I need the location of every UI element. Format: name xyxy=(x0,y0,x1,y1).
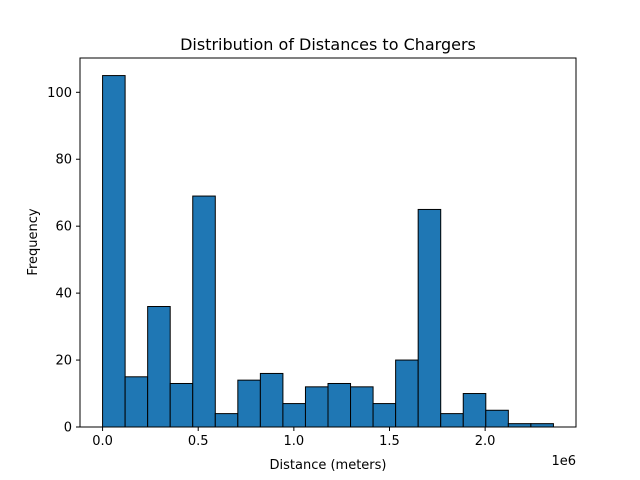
x-axis-offset-label: 1e6 xyxy=(551,454,576,469)
y-axis-label: Frequency xyxy=(26,208,41,275)
plot-area: 0.0 0.5 1.0 1.5 2.0 0 20 40 60 80 100 xyxy=(47,57,577,449)
y-tick-label: 20 xyxy=(55,354,72,369)
y-tick-label: 100 xyxy=(47,86,72,101)
histogram-bar xyxy=(350,386,374,428)
histogram-bar xyxy=(372,403,397,428)
histogram-bar xyxy=(147,306,171,428)
histogram-bar xyxy=(102,75,126,428)
histogram-bar xyxy=(259,372,284,428)
histogram-bar xyxy=(124,376,149,428)
histogram-bar xyxy=(237,379,261,428)
histogram-bar xyxy=(214,413,239,428)
chart-title: Distribution of Distances to Chargers xyxy=(180,35,476,54)
x-axis-ticks: 0.0 0.5 1.0 1.5 2.0 xyxy=(92,427,495,449)
x-tick-label: 1.5 xyxy=(379,434,400,449)
y-tick-label: 60 xyxy=(55,220,72,235)
x-tick-label: 1.0 xyxy=(284,434,305,449)
histogram-bar xyxy=(440,413,464,428)
histogram-bar xyxy=(327,382,352,428)
axes-frame xyxy=(79,57,577,428)
histogram-bar xyxy=(282,403,306,428)
histogram-bar xyxy=(192,195,216,428)
histogram-bar xyxy=(530,423,554,428)
histogram-bar xyxy=(462,393,487,428)
y-axis-ticks: 0 20 40 60 80 100 xyxy=(47,86,80,436)
histogram-bar xyxy=(507,423,532,428)
x-tick-label: 0.5 xyxy=(188,434,209,449)
bars-group xyxy=(102,75,554,428)
y-tick-label: 40 xyxy=(55,287,72,302)
histogram-bar xyxy=(417,208,442,428)
y-tick-label: 0 xyxy=(64,421,72,436)
histogram-bar xyxy=(395,359,419,428)
x-tick-label: 0.0 xyxy=(92,434,113,449)
y-tick-label: 80 xyxy=(55,153,72,168)
histogram-bar xyxy=(169,382,194,428)
histogram-bar xyxy=(485,409,509,428)
x-axis-label: Distance (meters) xyxy=(270,458,387,473)
histogram-bar xyxy=(304,386,329,428)
x-tick-label: 2.0 xyxy=(475,434,496,449)
